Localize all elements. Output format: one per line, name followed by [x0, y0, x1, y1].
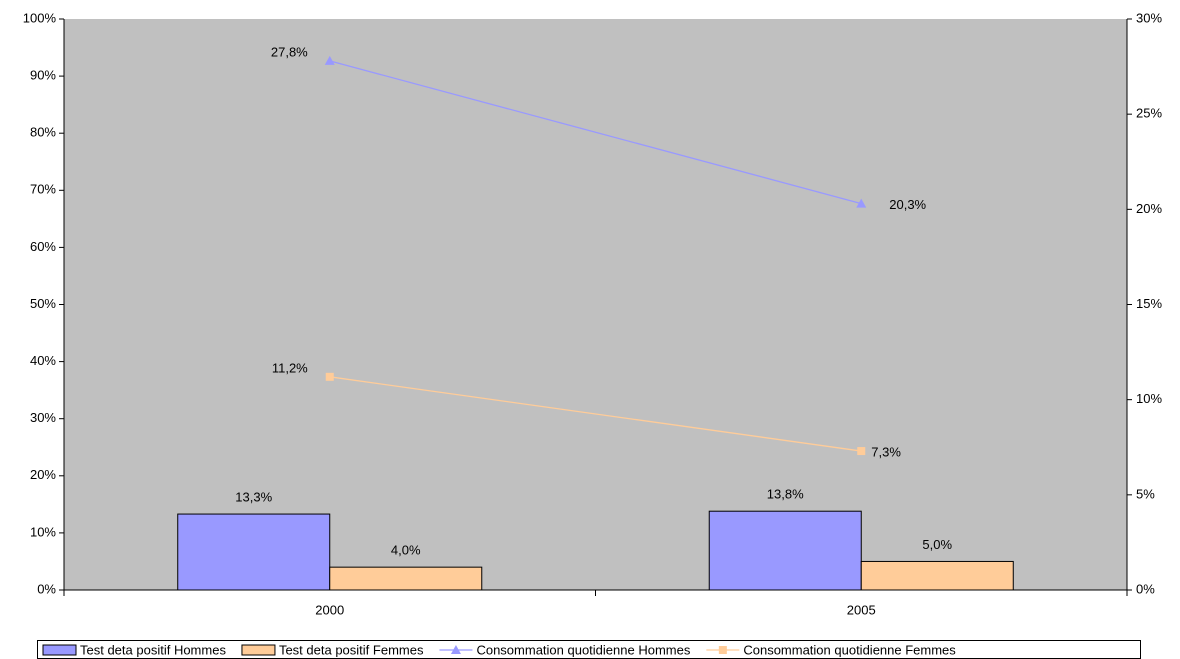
- y-tick-label: 50%: [30, 296, 56, 311]
- data-label: 13,3%: [235, 489, 272, 504]
- legend-swatch: [42, 644, 77, 656]
- y2-tick-label: 25%: [1136, 106, 1162, 121]
- legend-label: Consommation quotidienne Hommes: [476, 642, 690, 657]
- legend-swatch: [241, 644, 276, 656]
- bar: [708, 510, 862, 591]
- y-tick-label: 60%: [30, 239, 56, 254]
- data-label: 13,8%: [767, 487, 804, 502]
- bar: [860, 560, 1014, 591]
- x-tick-label: 2005: [847, 602, 876, 617]
- legend-label: Test deta positif Femmes: [279, 642, 424, 657]
- y-tick-label: 70%: [30, 182, 56, 197]
- y-tick-label: 0%: [37, 581, 56, 596]
- data-label: 7,3%: [871, 444, 901, 459]
- y2-tick-label: 20%: [1136, 201, 1162, 216]
- data-label: 27,8%: [271, 44, 308, 59]
- data-label: 20,3%: [889, 197, 926, 212]
- data-label: 5,0%: [922, 537, 952, 552]
- plot-area: [64, 19, 1127, 590]
- y2-tick-label: 15%: [1136, 296, 1162, 311]
- y-tick-label: 10%: [30, 524, 56, 539]
- data-label: 11,2%: [272, 360, 308, 375]
- y-tick-label: 90%: [30, 68, 56, 83]
- marker: [857, 447, 866, 456]
- y-tick-label: 30%: [30, 410, 56, 425]
- y-tick-label: 40%: [30, 353, 56, 368]
- marker: [324, 55, 335, 65]
- y2-tick-label: 0%: [1136, 581, 1155, 596]
- y2-tick-label: 30%: [1136, 10, 1162, 25]
- y-tick-label: 80%: [30, 125, 56, 140]
- y2-tick-label: 10%: [1136, 391, 1162, 406]
- x-tick-label: 2000: [315, 602, 344, 617]
- y-tick-label: 100%: [23, 10, 57, 25]
- marker: [856, 198, 867, 208]
- legend-label: Test deta positif Hommes: [80, 642, 226, 657]
- line: [329, 376, 862, 452]
- data-label: 4,0%: [391, 543, 421, 558]
- legend-marker: [718, 646, 727, 654]
- legend-marker: [450, 645, 461, 654]
- y-tick-label: 20%: [30, 467, 56, 482]
- line: [329, 60, 862, 205]
- bar: [177, 513, 331, 591]
- legend-label: Consommation quotidienne Femmes: [743, 642, 956, 657]
- bar: [329, 566, 483, 591]
- marker: [325, 372, 334, 381]
- y2-tick-label: 5%: [1136, 486, 1155, 501]
